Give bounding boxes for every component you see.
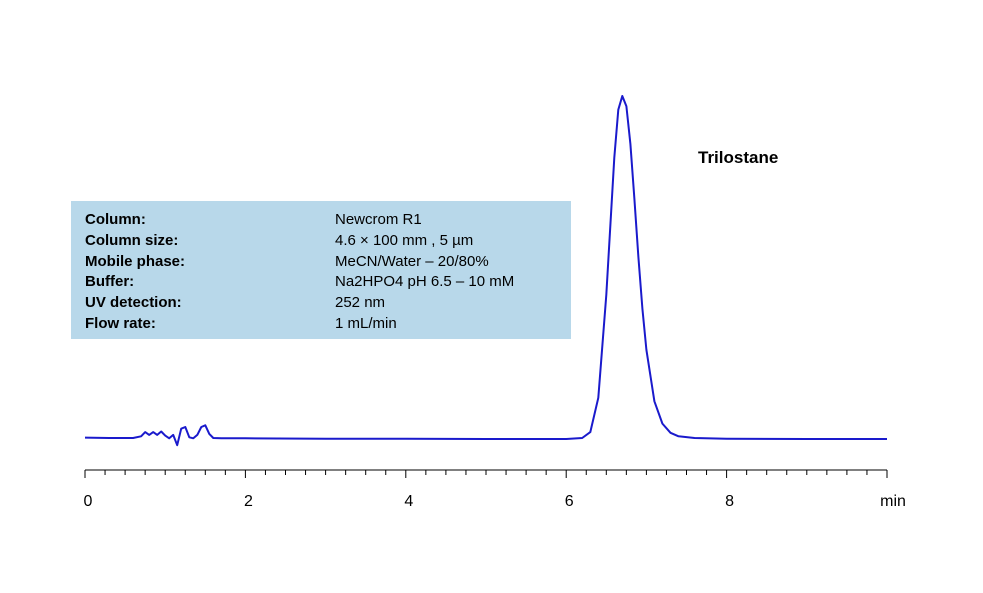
info-key: Column:: [85, 211, 146, 228]
info-key: UV detection:: [85, 294, 182, 312]
x-axis: 0 2 4 6 8 min: [84, 469, 906, 510]
chromatogram-trace: [84, 95, 887, 447]
x-tick-label: 2: [244, 493, 253, 510]
info-key: Column size:: [85, 231, 179, 249]
info-value: 1 mL/min: [335, 314, 397, 332]
x-tick-label: 4: [404, 493, 413, 510]
info-row-uv-detection: UV detection: 252 nm: [85, 293, 571, 314]
info-key: Flow rate:: [85, 314, 156, 332]
info-row-mobile-phase: Mobile phase: MeCN/Water – 20/80%: [85, 252, 571, 273]
info-value: MeCN/Water – 20/80%: [335, 252, 489, 270]
x-tick-label: 6: [565, 493, 574, 510]
info-key: Mobile phase:: [85, 252, 186, 270]
info-row-buffer: Buffer: Na2HPO4 pH 6.5 – 10 mM: [85, 272, 571, 293]
peak-label-trilostane: Trilostane: [698, 148, 778, 167]
info-row-flow-rate: Flow rate: 1 mL/min: [85, 314, 571, 335]
info-value: Newcrom R1: [335, 211, 422, 228]
x-axis-label: min: [880, 493, 906, 510]
info-row-column: Column: Newcrom R1: [85, 210, 571, 231]
info-value: Na2HPO4 pH 6.5 – 10 mM: [335, 273, 515, 291]
info-value: 252 nm: [335, 294, 386, 312]
info-row-column-size: Column size: 4.6 × 100 mm , 5 µm: [85, 231, 571, 252]
x-tick-label: 0: [84, 493, 93, 510]
x-tick-label: 8: [725, 493, 734, 510]
method-info-box: Column: Newcrom R1 Column size: 4.6 × 10…: [71, 201, 571, 339]
info-key: Buffer:: [85, 273, 135, 291]
info-value: 4.6 × 100 mm , 5 µm: [335, 231, 474, 249]
